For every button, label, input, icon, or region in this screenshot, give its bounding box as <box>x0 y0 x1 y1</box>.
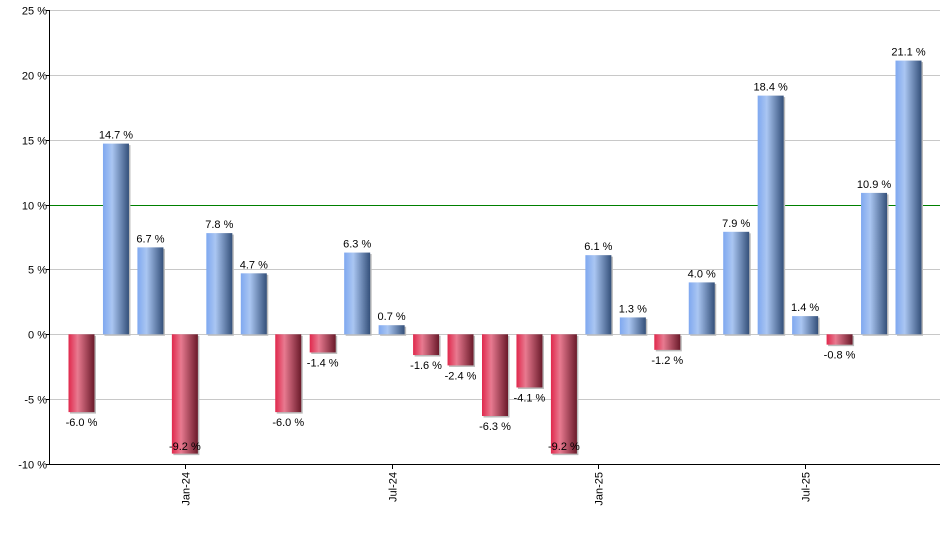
data-labels: -6.0 % 14.7 % 6.7 % -9.2 % 7.8 % 4.7 % -6.0 % -… <box>66 47 926 453</box>
data-label: 0.7 % <box>378 311 406 323</box>
data-label: 1.3 % <box>619 303 647 315</box>
y-tick-label: 10 % <box>22 201 47 213</box>
data-label: 18.4 % <box>754 82 788 94</box>
gridlines <box>50 10 940 400</box>
data-label: 6.1 % <box>584 241 612 253</box>
bar-Sep-25 <box>861 192 888 335</box>
bar-Dec-23 <box>137 247 164 335</box>
bar-Nov-24 <box>516 334 543 388</box>
data-label: 14.7 % <box>99 130 133 142</box>
x-tick-label: Jul-25 <box>801 472 813 502</box>
y-tick-label: 25 % <box>22 6 47 18</box>
bar-Feb-25 <box>619 317 646 335</box>
data-label: 6.7 % <box>136 233 164 245</box>
bar-Oct-23 <box>68 334 95 413</box>
bar-Jul-24 <box>378 325 405 335</box>
x-tick-label: Jan-24 <box>181 472 193 506</box>
data-label: -1.4 % <box>307 357 339 369</box>
bar-Nov-23 <box>102 143 129 335</box>
bar-Jan-24 <box>171 334 198 454</box>
y-tick-label: 0 % <box>28 330 47 342</box>
data-label: -2.4 % <box>445 370 477 382</box>
data-label: -6.0 % <box>272 417 304 429</box>
x-tick-label: Jan-25 <box>594 472 606 506</box>
data-label: -6.3 % <box>479 421 511 433</box>
data-label: 4.0 % <box>688 268 716 280</box>
bar-Apr-25 <box>688 282 715 335</box>
data-label: -9.2 % <box>169 441 201 453</box>
data-label: -0.8 % <box>824 350 856 362</box>
data-label: -4.1 % <box>514 392 546 404</box>
bar-Apr-24 <box>275 334 302 413</box>
data-label: -1.6 % <box>410 360 442 372</box>
bar-May-24 <box>309 334 336 353</box>
data-label: 1.4 % <box>791 302 819 314</box>
data-label: 4.7 % <box>240 259 268 271</box>
y-tick-label: 15 % <box>22 136 47 148</box>
y-tick-label: 5 % <box>28 265 47 277</box>
bar-Mar-25 <box>654 334 681 350</box>
bar-Aug-25 <box>826 334 853 345</box>
data-label: 21.1 % <box>891 47 925 59</box>
bar-Feb-24 <box>206 233 233 335</box>
bar-Oct-25 <box>895 60 922 335</box>
bar-Jul-25 <box>792 316 819 335</box>
bar-Jun-25 <box>757 95 784 335</box>
axes: -10 % -5 % 0 % 5 % 10 % 15 % 20 % 25 % Jan-24 Jul… <box>18 6 940 506</box>
bar-Jan-25 <box>585 255 612 335</box>
y-tick-label: -5 % <box>24 395 47 407</box>
x-tick-label: Jul-24 <box>388 472 400 502</box>
data-label: -9.2 % <box>548 441 580 453</box>
bar-Aug-24 <box>413 334 440 356</box>
data-label: 7.8 % <box>205 219 233 231</box>
bars <box>68 60 923 456</box>
data-label: 6.3 % <box>343 239 371 251</box>
bar-Sep-24 <box>447 334 474 366</box>
bar-May-25 <box>723 231 750 335</box>
data-label: 10.9 % <box>857 179 891 191</box>
bar-Dec-24 <box>550 334 577 454</box>
y-tick-label: 20 % <box>22 71 47 83</box>
data-label: -6.0 % <box>66 417 98 429</box>
bar-Oct-24 <box>482 334 508 417</box>
bar-Jun-24 <box>344 252 371 335</box>
data-label: -1.2 % <box>651 355 683 367</box>
y-tick-label: -10 % <box>18 460 47 472</box>
data-label: 7.9 % <box>722 218 750 230</box>
bar-Mar-24 <box>240 273 267 335</box>
